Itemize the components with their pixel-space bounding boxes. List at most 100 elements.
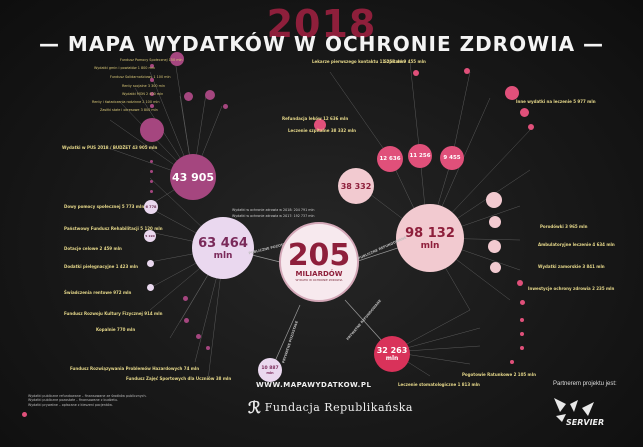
hub-value: 9 455 xyxy=(443,155,461,161)
data-dot xyxy=(517,280,523,286)
data-dot xyxy=(150,64,154,68)
hub-value: 11 256 xyxy=(409,153,431,159)
data-dot xyxy=(150,104,154,108)
label-right: Leczenie szpitalne 38 332 mln xyxy=(288,128,356,133)
data-dot xyxy=(464,68,470,74)
data-dot xyxy=(520,300,525,305)
hub-value: 63 464 xyxy=(198,235,248,251)
page-title: — MAPA WYDATKÓW W OCHRONIE ZDROWIA — xyxy=(38,32,605,56)
footer-note: Wydatki prywatne – opłacane z kieszeni p… xyxy=(28,402,113,407)
label-left: Fundusz Rozwiązywania Problemów Hazardow… xyxy=(70,366,200,371)
hub-small: 10 887 mln xyxy=(258,358,282,382)
sponsor-logo: SERVIER xyxy=(548,396,618,430)
label-left: Wydatki MON 2 400 mln xyxy=(122,92,164,96)
data-dot xyxy=(520,332,524,336)
label-left-main: Wydatki w PUS 2018 / BUDŻET 43 905 mln xyxy=(62,145,158,150)
data-dot xyxy=(147,284,154,291)
data-dot xyxy=(314,119,326,131)
year-heading: 2018 xyxy=(266,2,377,46)
center-value: 205 xyxy=(287,238,351,273)
label-left: Fundusz Pomocy Społecznej 150 mln xyxy=(120,58,183,62)
label-right: Inne wydatki na leczenie 5 977 mln xyxy=(516,99,596,104)
center-unit: MILIARDÓW xyxy=(295,270,343,278)
hub-pink-small: 12 636 xyxy=(377,146,403,172)
org-name: Fundacja Republikańska xyxy=(264,401,413,414)
label-right: Pogotowie Ratunkowe 2 105 mln xyxy=(462,372,536,377)
data-dot xyxy=(150,180,153,183)
label-left: Zasiłki stałe i okresowe 3 800 mln xyxy=(100,108,158,112)
sponsor-name: SERVIER xyxy=(566,418,605,427)
hub-pink-medium: 38 332 xyxy=(338,168,374,204)
footer-note: Wydatki publiczne refundowane – finansow… xyxy=(28,394,147,398)
data-dot xyxy=(413,70,419,76)
hub-value: 6 778 xyxy=(145,205,157,209)
partner-label: Partnerem projektu jest: xyxy=(553,381,617,387)
data-dot xyxy=(489,216,501,228)
data-dot xyxy=(170,52,184,66)
hub-unit: mln xyxy=(266,370,274,375)
hub-pink-small: 9 455 xyxy=(440,146,464,170)
hub-purple-mid: 63 464 mln xyxy=(192,217,254,279)
hub-purple-small-a: 6 778 xyxy=(144,200,158,214)
data-dot xyxy=(140,118,164,142)
label-right: Inwestycje ochrony zdrowia 2 235 mln xyxy=(528,286,615,291)
hub-purple-top: 43 905 xyxy=(170,154,216,200)
data-dot xyxy=(520,346,524,350)
data-dot xyxy=(505,86,519,100)
hub-unit: mln xyxy=(420,240,440,251)
footer-note: Wydatki publiczne pozostałe – finansowan… xyxy=(28,398,118,403)
hub-purple-small-b: 5 190 xyxy=(144,230,156,242)
data-dot xyxy=(205,90,215,100)
data-dot xyxy=(150,190,153,193)
label-left: Fundusz Zajęć Sportowych dla Uczniów 38 … xyxy=(126,376,232,381)
site-url[interactable]: WWW.MAPAWYDATKOW.PL xyxy=(256,381,372,389)
data-dot xyxy=(184,318,189,323)
label-left: Dodatki pielęgnacyjne 1 423 mln xyxy=(64,264,139,269)
summary-2018: Wydatki w ochronie zdrowia w 2018: 204 7… xyxy=(232,208,315,212)
label-left: Renty socjalne 3 300 mln xyxy=(122,84,166,88)
label-left: Fundusz Rozwoju Kultury Fizycznej 914 ml… xyxy=(64,311,163,316)
data-dot xyxy=(196,334,201,339)
data-dot xyxy=(488,240,501,253)
hub-unit: mln xyxy=(213,250,233,261)
data-dot xyxy=(490,262,501,273)
data-dot xyxy=(184,92,193,101)
hub-value: 10 887 xyxy=(261,365,279,371)
label-left: Wydatki gmin i powiatów 1 800 mln xyxy=(94,66,155,70)
data-dot xyxy=(150,170,153,173)
label-right: Lekarze pierwszego kontaktu 11 256 mln xyxy=(312,59,405,64)
data-dot xyxy=(510,360,514,364)
hub-value: 32 263 xyxy=(376,346,408,355)
data-dot xyxy=(206,346,210,350)
hub-value: 98 132 xyxy=(405,225,455,241)
data-dot xyxy=(223,104,228,109)
data-dot xyxy=(520,108,529,117)
label-left: Dowy pomocy społecznej 5 773 mln xyxy=(64,204,145,209)
hub-value: 5 190 xyxy=(145,234,155,238)
center-caption: WYDATKI W OCHRONIE ZDROWIA xyxy=(295,278,343,282)
sponsor-bird-icon xyxy=(554,398,594,422)
hub-pink: 98 132 mln xyxy=(396,204,464,272)
hub-value: 12 636 xyxy=(379,156,401,162)
label-right: Wydatki zamorskie 3 841 mln xyxy=(538,264,605,269)
hub-red: 32 263 mln xyxy=(374,336,410,372)
data-dot xyxy=(150,160,153,163)
label-left: Dotacje celowe 2 459 mln xyxy=(64,246,122,251)
hub-value: 43 905 xyxy=(171,170,215,184)
label-left: Państwowy Fundusz Rehabilitacji 5 120 ml… xyxy=(64,226,163,231)
summary-2017: Wydatki w ochronie zdrowia w 2017: 192 7… xyxy=(232,214,315,218)
label-right: Porodówki 3 965 mln xyxy=(540,224,588,229)
data-dot xyxy=(183,296,188,301)
data-dot xyxy=(486,192,502,208)
label-left: Świadczenia rentowe 972 mln xyxy=(64,290,132,295)
data-dot xyxy=(147,260,154,267)
hub-pink-small: 11 256 xyxy=(408,144,432,168)
data-dot xyxy=(520,318,524,322)
label-left: Fundusz Solidarnościowy 1 100 mln xyxy=(110,75,171,79)
label-right: Leczenie stomatologiczne 1 813 mln xyxy=(398,382,480,387)
label-left: Renty i świadczenia rodzinne 2 100 mln xyxy=(92,100,160,104)
footer-notes: Wydatki publiczne refundowane – finansow… xyxy=(28,394,228,407)
label-right: Szpitale 9 455 mln xyxy=(384,59,426,64)
warning-icon xyxy=(22,412,27,417)
